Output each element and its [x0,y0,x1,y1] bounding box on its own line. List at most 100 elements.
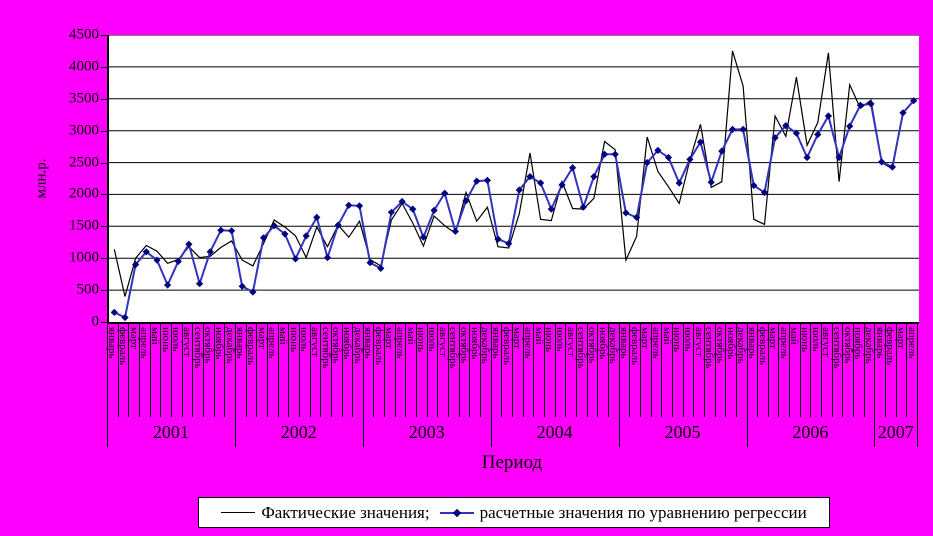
legend-item: Фактические значения; [221,502,430,523]
month-label: апрель [138,327,151,359]
category-tick-line [426,322,428,417]
month-label: март [639,327,652,349]
month-label: май [149,327,161,345]
month-label: декабрь [479,327,492,364]
category-tick-line [863,322,865,417]
fitted-diamond-marker [611,150,619,158]
fitted-diamond-marker [643,159,651,167]
fitted-diamond-marker [270,222,278,230]
fitted-diamond-marker [664,153,673,162]
category-tick-line [437,322,439,417]
fitted-diamond-marker [696,138,705,146]
month-label: июнь [671,327,684,353]
month-label: декабрь [735,327,748,364]
x-axis-label-band: январь февраль март апрель май июнь июль август… [106,322,918,447]
y-tick-mark [101,194,107,195]
fitted-diamond-marker [302,232,310,240]
fitted-diamond-marker [313,213,321,221]
fitted-diamond-marker [419,233,427,241]
category-tick-line [522,322,524,417]
category-tick-line [639,322,641,417]
category-tick-line [831,322,833,417]
month-label: апрель [905,327,918,359]
category-tick-line [224,322,226,417]
fitted-diamond-marker [451,227,459,235]
month-label: май [276,327,289,345]
month-label: апрель [649,327,662,359]
y-tick-mark [101,99,107,100]
month-label: январь [362,327,375,359]
month-label: август [692,327,705,357]
category-tick-line [405,322,407,417]
month-label: ноябрь [212,327,225,360]
category-tick-line [767,322,769,417]
chart-plot-svg [109,35,919,322]
category-tick-line [906,322,908,417]
fitted-diamond-marker [387,208,395,216]
fitted-diamond-marker [750,181,758,190]
category-tick-line [597,322,599,417]
category-tick-line [352,322,354,417]
month-label: сентябрь [447,327,460,369]
fitted-diamond-marker [164,281,172,289]
month-label: октябрь [585,327,598,364]
category-tick-line [703,322,705,417]
month-label: октябрь [202,327,215,364]
category-tick-line [341,322,343,417]
fitted-diamond-marker [185,240,193,248]
month-label: март [383,327,396,349]
month-label: ноябрь [852,327,865,360]
fitted-diamond-marker [728,125,737,133]
legend-diamond-marker-icon [452,508,461,517]
month-label: июль [554,327,566,352]
fitted-diamond-marker [846,122,854,130]
y-tick-label: 500 [76,281,100,298]
year-label: 2001 [152,422,189,442]
year-label: 2006 [792,422,829,442]
y-tick-mark [101,67,107,68]
legend: Фактические значения; расчетные значения … [198,497,830,528]
y-tick-mark [101,226,107,227]
fitted-diamond-marker [377,264,385,272]
category-tick-line [160,322,162,417]
fitted-diamond-marker [899,109,907,117]
month-label: август [820,327,833,357]
fitted-diamond-marker [782,122,790,130]
category-tick-line [266,322,268,417]
fitted-diamond-marker [760,188,769,197]
month-label: июль [170,327,183,352]
category-tick-line [149,322,151,417]
month-label: март [511,327,524,349]
month-label: октябрь [330,327,343,364]
category-tick-line [895,322,897,417]
fitted-diamond-marker [505,240,513,248]
category-tick-line [298,322,300,417]
month-label: июнь [799,327,812,353]
category-tick-line [469,322,471,417]
fitted-diamond-marker [590,173,598,181]
month-label: декабрь [607,327,620,364]
fitted-diamond-marker [323,254,332,262]
category-tick-line [416,322,418,417]
fitted-diamond-marker [601,150,609,158]
fitted-diamond-marker [739,125,747,133]
month-label: июль [681,327,694,352]
month-label: сентябрь [831,327,844,369]
month-label: октябрь [713,327,726,364]
month-label: июнь [543,327,556,353]
category-tick-line [607,322,609,417]
month-label: январь [745,327,758,359]
fitted-diamond-marker [228,227,236,235]
year-label: 2004 [536,422,573,442]
month-label: декабрь [351,327,364,364]
category-tick-line [853,322,855,417]
y-tick-label: 1500 [69,217,99,234]
y-axis-title: млн.р. [33,158,50,199]
month-label: апрель [522,327,534,359]
fitted-diamond-marker [579,203,587,211]
year-label: 2002 [280,422,317,442]
month-label: декабрь [863,327,875,364]
legend-item-label: Фактические значения; [261,502,430,522]
year-separator-line [490,322,492,447]
